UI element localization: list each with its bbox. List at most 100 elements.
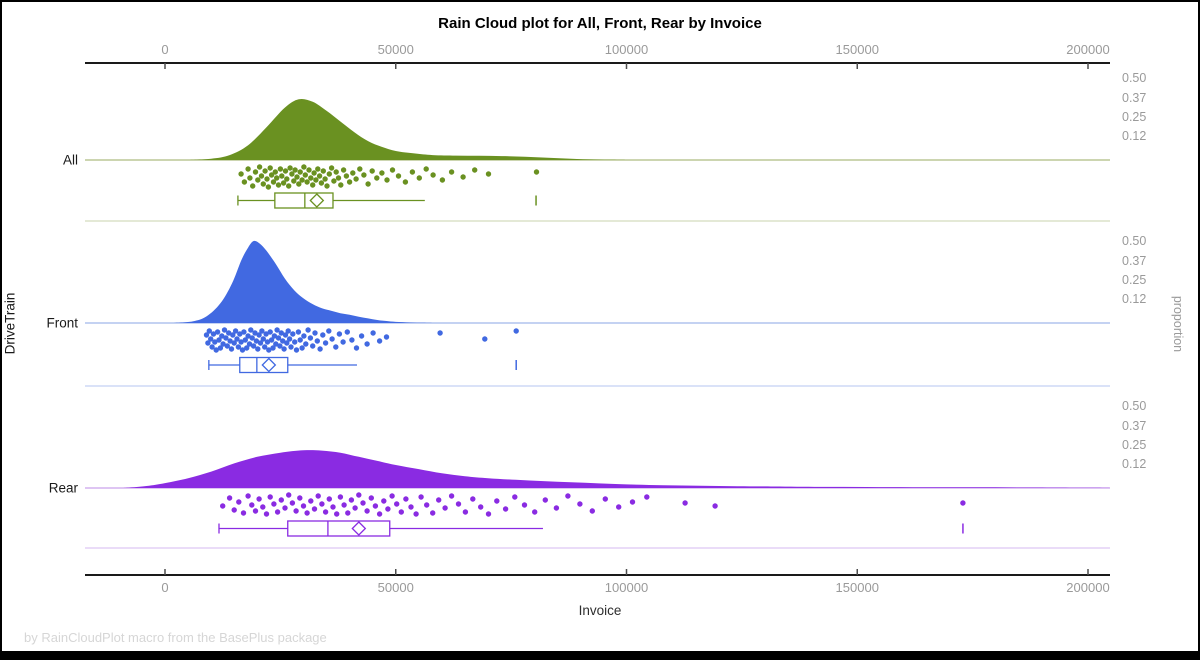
rain-point-Front [244,345,250,351]
rain-point-All [430,172,436,178]
rain-point-Rear [565,493,571,499]
rain-point-All [346,179,353,185]
rain-point-Front [213,347,219,353]
density-All [188,99,627,160]
rain-point-Rear [629,499,636,505]
rain-point-All [333,169,339,175]
x-axis-bottom-tick-label: 150000 [836,580,879,595]
rain-point-Rear [532,509,538,515]
rain-point-All [297,169,303,175]
rain-point-Front [237,331,243,337]
rain-point-Front [322,340,329,346]
rain-point-Front [307,335,314,341]
rain-point-Rear [512,494,518,500]
rain-point-All [331,178,337,184]
rain-point-All [284,176,290,182]
rain-point-Rear [542,497,548,503]
rain-point-Front [284,340,290,346]
rain-point-Rear [398,509,404,515]
rain-point-All [301,164,307,170]
rain-point-Front [273,341,279,347]
rain-point-Rear [304,510,310,516]
rain-point-Rear [249,502,255,508]
rain-point-Front [340,339,346,345]
rain-point-Front [320,332,326,338]
rain-point-Rear [470,496,476,502]
rain-point-Front [293,347,300,353]
rain-point-All [245,166,251,172]
rain-point-Rear [252,508,259,514]
rain-point-Rear [322,509,329,515]
rain-point-All [262,168,268,174]
proportion-tick-label: 0.50 [1122,71,1146,85]
rain-point-Front [223,335,229,341]
rain-point-Rear [226,495,233,501]
rain-point-All [365,181,371,187]
rain-point-Rear [372,503,379,509]
rain-point-Rear [521,502,528,508]
rain-point-Front [203,332,210,338]
rain-point-Front [249,335,255,341]
rain-point-Rear [381,498,387,504]
proportion-tick-label: 0.25 [1122,110,1146,124]
x-axis-bottom-tick-label: 200000 [1066,580,1109,595]
proportion-tick-label: 0.37 [1122,91,1146,105]
rain-point-All [439,177,446,183]
rain-point-Front [292,339,298,345]
rain-point-Front [231,340,237,346]
rain-point-All [289,171,295,177]
rain-point-Front [317,346,323,352]
rain-point-Front [209,344,215,350]
rain-point-All [313,177,319,183]
rain-point-Front [263,331,269,337]
rain-point-Front [349,337,355,343]
rain-point-Front [301,333,307,339]
rain-point-Rear [293,508,299,514]
rain-point-Front [252,330,258,336]
rain-point-Front [437,330,443,336]
rain-point-Front [266,347,272,353]
rain-point-All [472,167,478,173]
rain-point-Front [226,330,232,336]
rain-point-All [296,181,302,187]
x-axis-bottom-tick-label: 50000 [378,580,414,595]
mean-diamond-All [309,193,325,208]
rain-point-Front [271,333,278,339]
rain-point-All [306,167,312,173]
rain-point-Front [297,337,303,343]
rain-point-Rear [326,496,332,502]
rain-point-Front [221,327,228,333]
rain-point-Front [246,341,253,347]
category-label-Rear: Rear [49,481,79,496]
rain-point-Rear [334,511,340,517]
rain-point-All [308,175,314,181]
rain-point-All [294,174,300,180]
rain-point-Rear [271,501,277,507]
rain-point-Front [329,336,335,342]
x-axis-top-tick-label: 150000 [836,42,879,57]
rain-point-All [389,167,396,173]
rain-point-Front [260,336,266,342]
rain-point-Front [232,328,239,334]
box-Rear [287,520,391,537]
proportion-tick-label: 0.12 [1122,292,1146,306]
rain-point-Front [299,345,305,351]
rain-point-Rear [403,496,409,502]
rain-point-Rear [960,500,966,506]
rain-point-Rear [352,505,358,511]
rain-point-Rear [274,509,281,515]
rain-point-Front [513,328,519,334]
rain-point-All [320,168,326,174]
rain-point-Front [290,331,296,337]
rain-point-Rear [278,497,284,503]
rain-point-All [267,165,273,171]
rain-point-Front [353,345,360,351]
rain-point-All [416,175,422,181]
mean-diamond-Front [261,357,277,373]
rain-point-Rear [385,506,391,512]
rain-point-Rear [311,506,318,512]
rain-point-Front [224,343,230,349]
rain-point-Front [228,346,235,352]
